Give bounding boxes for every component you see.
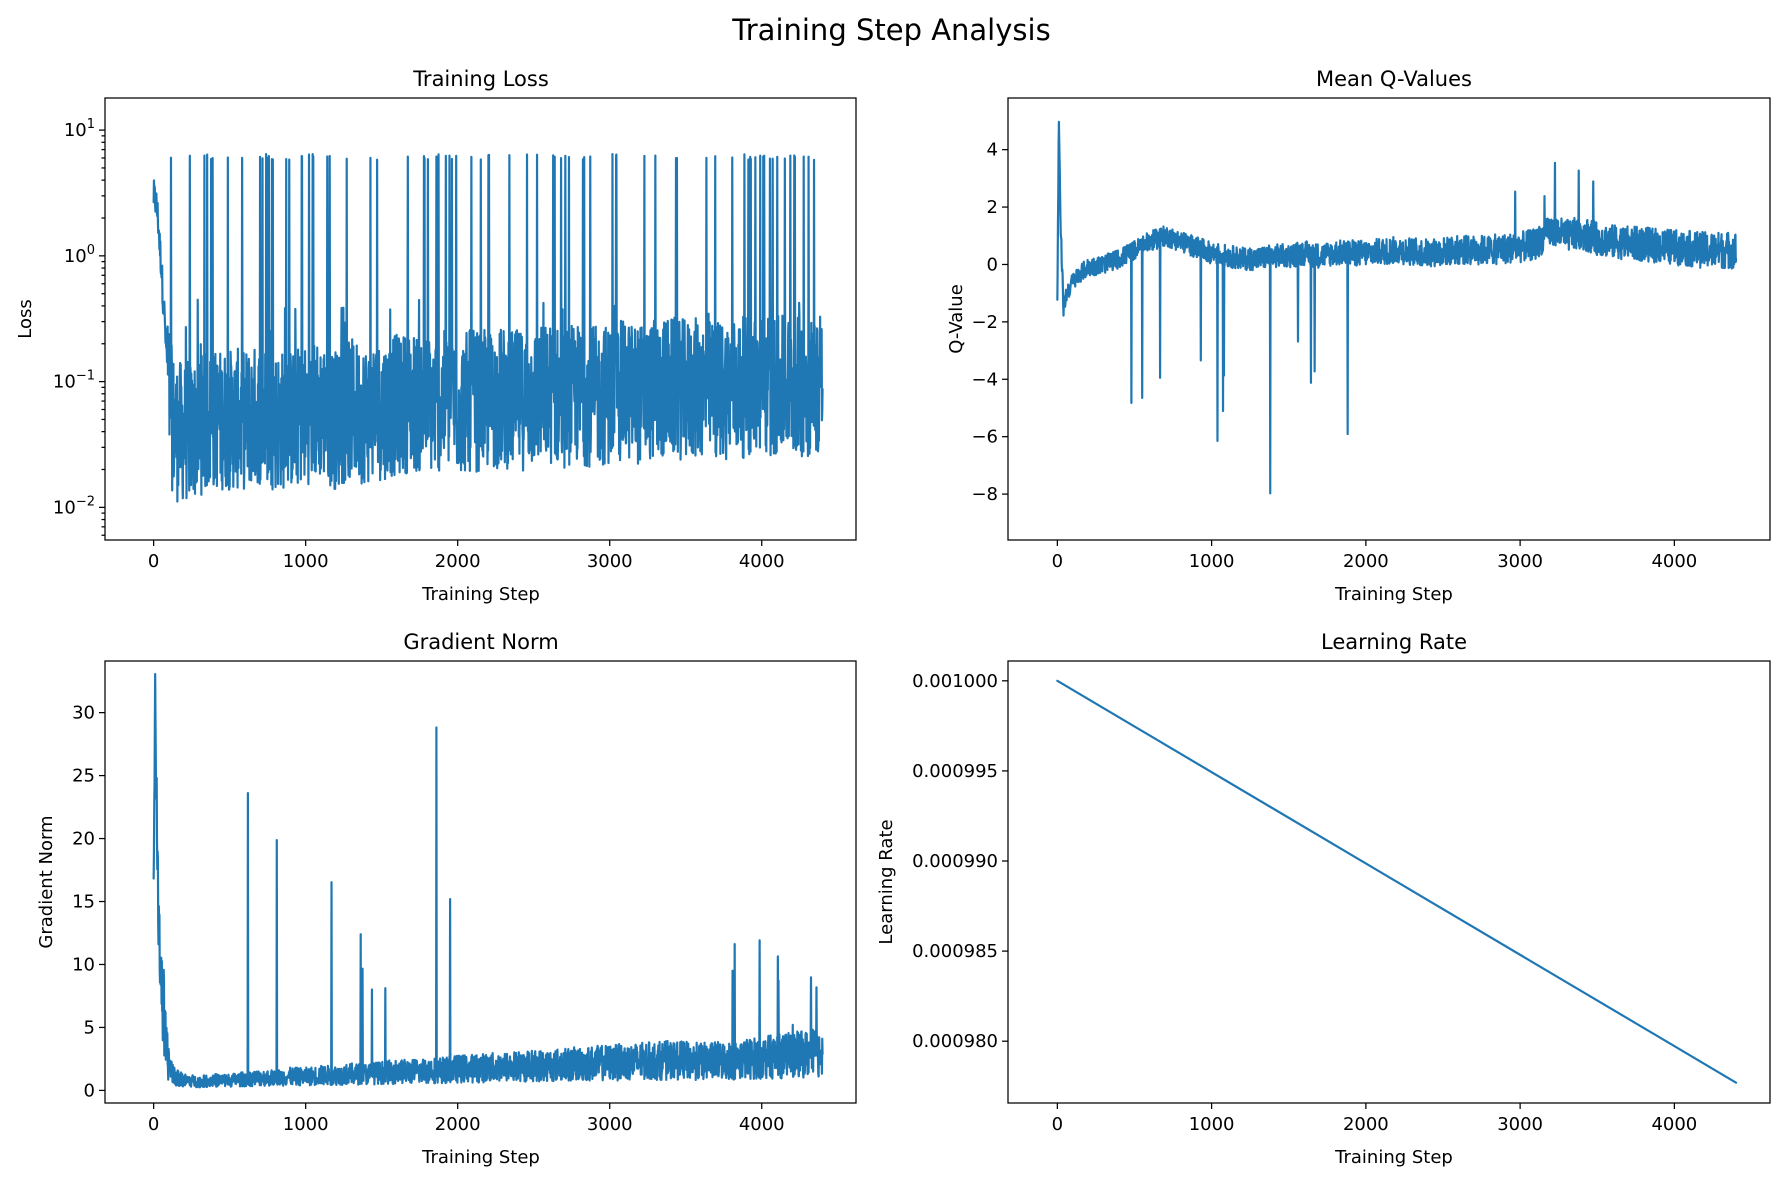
y-tick-label: 0.000995 [912,761,998,782]
y-tick-label: 10−1 [53,369,95,393]
x-tick-label: 3000 [1497,551,1543,572]
y-axis: 10−2 10−1 100 101 [53,117,105,536]
y-tick-label: 10−2 [53,494,95,518]
y-tick-label: 15 [72,892,95,913]
y-tick-label: 100 [64,243,95,267]
x-tick-label: 1000 [1189,551,1235,572]
y-tick-label: 0.000990 [912,851,998,872]
x-tick-label: 2000 [1343,551,1389,572]
y-tick-label: 101 [64,117,95,141]
series-layer [152,152,824,503]
y-tick-label: 0.001000 [912,671,998,692]
y-tick-label: 0.000980 [912,1031,998,1052]
y-axis: 0 5 10 15 20 25 30 [72,703,105,1101]
y-axis-label: Q-Value [946,284,967,354]
x-axis: 0 1000 2000 3000 4000 [148,1103,785,1135]
y-axis-label: Gradient Norm [36,815,57,948]
y-tick-label: 4 [987,140,998,161]
series-line [152,672,824,1089]
panel-training-loss: Training Loss 0 1000 2000 3000 4000 10−2 10−1… [15,67,857,605]
plot-frame [1007,97,1771,541]
panel-title: Gradient Norm [403,630,558,654]
y-axis: 0.000980 0.000985 0.000990 0.000995 0.001000 [912,671,1008,1052]
x-tick-label: 0 [148,1114,159,1135]
panel-learning-rate: Learning Rate 0 1000 2000 3000 4000 0.000980… [876,630,1771,1168]
x-tick-label: 0 [1052,551,1063,572]
y-axis-label: Loss [15,299,36,338]
y-tick-label: 5 [84,1017,95,1038]
x-tick-label: 0 [1052,1114,1063,1135]
y-tick-label: −8 [971,484,998,505]
plot-frame [104,660,857,1104]
y-axis: −8 −6 −4 −2 0 2 4 [971,140,1008,505]
series-line [152,152,824,503]
x-axis-label: Training Step [1334,584,1453,605]
x-tick-label: 3000 [1497,1114,1543,1135]
x-tick-label: 1000 [283,551,329,572]
series-line [1056,120,1738,495]
series-layer [152,672,824,1089]
figure-title: Training Step Analysis [731,13,1050,47]
x-axis-label: Training Step [421,584,540,605]
x-tick-label: 2000 [435,1114,481,1135]
y-tick-label: 0 [84,1080,95,1101]
x-axis-label: Training Step [1334,1147,1453,1168]
y-axis-label: Learning Rate [876,819,897,944]
x-axis: 0 1000 2000 3000 4000 [1052,1103,1697,1135]
x-tick-label: 4000 [1651,551,1697,572]
y-tick-label: 10 [72,954,95,975]
y-tick-label: 0.000985 [912,941,998,962]
panel-mean-q-values: Mean Q-Values 0 1000 2000 3000 4000 −8 −6 −4 −2… [946,67,1771,605]
panel-title: Learning Rate [1321,630,1467,654]
plot-frame [104,97,857,541]
y-tick-label: 2 [987,197,998,218]
x-tick-label: 1000 [283,1114,329,1135]
x-axis-label: Training Step [421,1147,540,1168]
x-tick-label: 3000 [587,551,633,572]
x-tick-label: 4000 [739,1114,785,1135]
x-tick-label: 2000 [435,551,481,572]
series-layer [1056,120,1738,495]
x-axis: 0 1000 2000 3000 4000 [1052,540,1697,572]
x-tick-label: 1000 [1189,1114,1235,1135]
x-tick-label: 4000 [739,551,785,572]
panel-title: Training Loss [412,67,549,91]
x-tick-label: 2000 [1343,1114,1389,1135]
x-tick-label: 3000 [587,1114,633,1135]
y-tick-label: −2 [971,312,998,333]
x-tick-label: 0 [148,551,159,572]
y-tick-label: 0 [987,254,998,275]
x-axis: 0 1000 2000 3000 4000 [148,540,785,572]
x-tick-label: 4000 [1651,1114,1697,1135]
panel-title: Mean Q-Values [1316,67,1472,91]
plot-frame [1007,660,1771,1104]
series-line [1056,679,1738,1084]
series-layer [1056,679,1738,1084]
y-tick-label: 25 [72,766,95,787]
y-tick-label: 30 [72,703,95,724]
y-tick-label: −6 [971,427,998,448]
panel-gradient-norm: Gradient Norm 0 1000 2000 3000 4000 0 5 10 15 20… [36,630,857,1168]
y-tick-label: −4 [971,369,998,390]
y-tick-label: 20 [72,829,95,850]
